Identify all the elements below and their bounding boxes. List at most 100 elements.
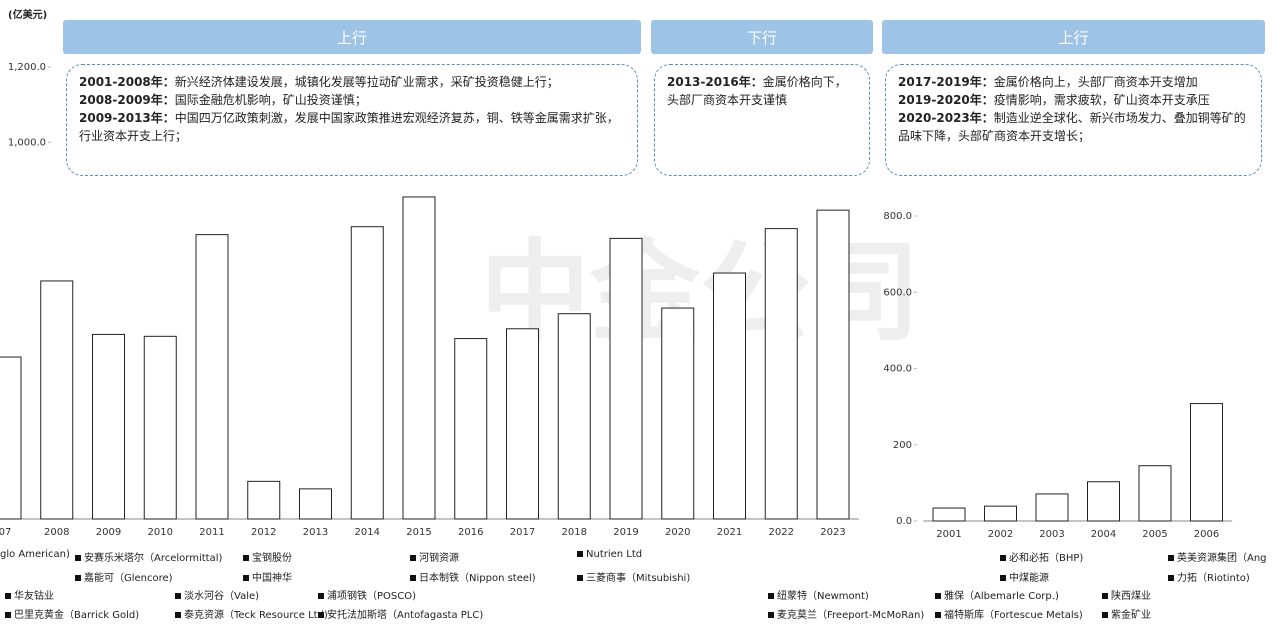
note-period: 2009-2013年： [79, 111, 175, 125]
legend-item: 浦项钢铁（POSCO) [318, 587, 416, 602]
y-tick-label: 1,000.0 [8, 137, 46, 148]
legend-label: 泰克资源（Teck Resource Ltd) [184, 610, 328, 621]
legend-item: 纽蒙特（Newmont) [768, 587, 869, 602]
note-text: 疫情影响，需求疲软，矿山资本开支承压 [993, 93, 1210, 107]
bar [1087, 481, 1120, 522]
x-tick-label: 07 [0, 527, 11, 538]
legend-item: 必和必拓（BHP) [1000, 549, 1083, 564]
legend-label: 日本制铁（Nippon steel) [419, 573, 536, 584]
bar [713, 272, 746, 520]
y-tick-label: 200 [893, 440, 912, 451]
legend-marker [1102, 593, 1108, 599]
legend-label: 安赛乐米塔尔（Arcelormittal) [84, 553, 223, 564]
legend-item: 安赛乐米塔尔（Arcelormittal) [75, 549, 222, 564]
legend-item: 麦克莫兰（Freeport-McMoRan) [768, 606, 924, 621]
bar [506, 328, 539, 520]
x-tick-label: 2009 [96, 527, 121, 538]
bar [1035, 493, 1069, 522]
x-tick-label: 2018 [562, 527, 587, 538]
x-tick-label: 2016 [458, 527, 483, 538]
note-period: 2017-2019年： [898, 75, 994, 89]
bar [661, 307, 695, 520]
phase-note: 2001-2008年：新兴经济体建设发展，城镇化发展等拉动矿业需求，采矿投资稳健… [66, 64, 638, 176]
legend-marker [410, 575, 416, 581]
x-tick-label: 2014 [355, 527, 380, 538]
legend-marker [5, 612, 11, 618]
legend-label: 雅保（Albemarle Corp.) [944, 591, 1059, 602]
x-tick-label: 2008 [44, 527, 69, 538]
legend-item: glo American) [0, 549, 70, 560]
unit-label: (亿美元) [8, 10, 48, 21]
note-text: 金属价格向下，头部厂商资本开支谨慎 [667, 75, 847, 107]
legend-item: 华友钴业 [5, 587, 54, 602]
x-tick-label: 2013 [303, 527, 328, 538]
legend-label: 三菱商事（Mitsubishi) [586, 573, 691, 584]
bar [764, 228, 798, 520]
legend-marker [175, 593, 181, 599]
legend-marker [75, 575, 81, 581]
x-tick-label: 2002 [988, 529, 1013, 540]
bar [932, 507, 966, 522]
bar [143, 335, 177, 520]
legend-marker [318, 612, 324, 618]
legend-item: 宝钢股份 [243, 549, 292, 564]
legend-marker [318, 593, 324, 599]
legend-marker [1168, 575, 1174, 581]
legend-label: 陕西煤业 [1111, 591, 1151, 602]
x-tick-label: 2005 [1142, 529, 1167, 540]
x-tick-label: 2010 [148, 527, 173, 538]
note-period: 2008-2009年： [79, 93, 175, 107]
x-tick-label: 2022 [769, 527, 794, 538]
bar [984, 505, 1017, 522]
note-text: 新兴经济体建设发展，城镇化发展等拉动矿业需求，采矿投资稳健上行； [174, 75, 559, 89]
legend-label: 中国神华 [252, 573, 292, 584]
bar [609, 237, 643, 520]
legend-marker [243, 575, 249, 581]
legend-marker [768, 612, 774, 618]
bar [92, 333, 125, 520]
legend-label: 必和必拓（BHP) [1009, 553, 1084, 564]
legend-label: 巴里克黄金（Barrick Gold) [14, 610, 140, 621]
note-text: 制造业逆全球化、新兴市场发力、叠加铜等矿的品味下降，头部矿商资本开支增长； [898, 111, 1246, 143]
legend-marker [768, 593, 774, 599]
legend-item: 三菱商事（Mitsubishi) [577, 569, 690, 584]
note-period: 2020-2023年： [898, 111, 994, 125]
bar [1190, 403, 1223, 522]
note-line: 2020-2023年：制造业逆全球化、新兴市场发力、叠加铜等矿的品味下降，头部矿… [898, 109, 1249, 145]
x-tick-label: 2003 [1039, 529, 1064, 540]
legend-marker [1000, 575, 1006, 581]
note-line: 2009-2013年：中国四万亿政策刺激，发展中国家政策推进宏观经济复苏，铜、铁… [79, 109, 625, 145]
note-period: 2013-2016年： [667, 75, 763, 89]
legend-marker [935, 612, 941, 618]
x-tick-label: 2012 [251, 527, 276, 538]
legend-label: Nutrien Ltd [586, 549, 643, 560]
phase-header: 下行 [651, 20, 873, 54]
legend-item: 力拓（Riotinto) [1168, 569, 1250, 584]
y-tick-label: 400.0 [883, 364, 912, 375]
note-line: 2013-2016年：金属价格向下，头部厂商资本开支谨慎 [667, 73, 857, 109]
x-tick-label: 2006 [1194, 529, 1219, 540]
legend-item: 嘉能可（Glencore) [75, 569, 173, 584]
legend-label: 紫金矿业 [1111, 610, 1151, 621]
phase-note: 2013-2016年：金属价格向下，头部厂商资本开支谨慎 [654, 64, 870, 176]
note-line: 2001-2008年：新兴经济体建设发展，城镇化发展等拉动矿业需求，采矿投资稳健… [79, 73, 625, 91]
legend-item: 英美资源集团（Ang [1168, 549, 1267, 564]
legend-marker [577, 575, 583, 581]
bar [454, 338, 488, 520]
y-tick-label: 600.0 [883, 287, 912, 298]
bar [816, 209, 850, 520]
legend-item: 日本制铁（Nippon steel) [410, 569, 536, 584]
legend-label: 力拓（Riotinto) [1177, 573, 1250, 584]
legend-marker [75, 555, 81, 561]
bar [40, 280, 74, 520]
x-tick-label: 2023 [820, 527, 845, 538]
legend-item: 雅保（Albemarle Corp.) [935, 587, 1059, 602]
legend-marker [1102, 612, 1108, 618]
legend-marker [1000, 555, 1006, 561]
note-period: 2001-2008年： [79, 75, 175, 89]
legend-item: 陕西煤业 [1102, 587, 1151, 602]
bar [1138, 465, 1172, 522]
bar [247, 480, 281, 520]
